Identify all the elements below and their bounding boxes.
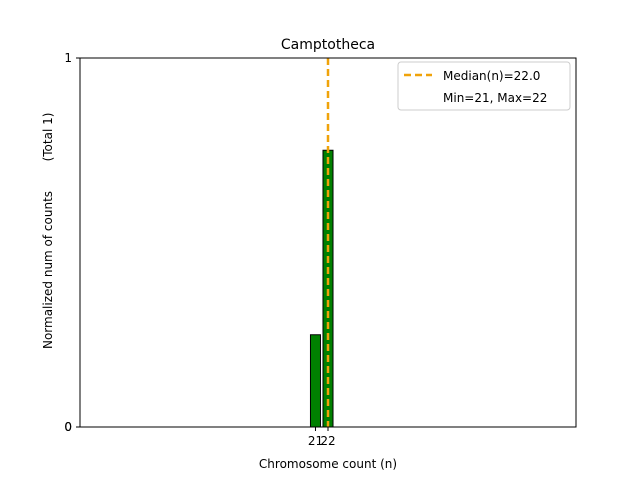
y-tick-label-0: 0 [64,420,72,434]
chart-title: Camptotheca [281,37,375,53]
x-axis-label: Chromosome count (n) [259,457,397,471]
y-axis-ticks: 001 [64,51,80,434]
legend-frame [397,61,571,111]
x-tick-label-21: 21 [308,434,323,448]
y-tick-label-1: 0 [64,420,72,434]
legend-range-label: Min=21, Max=22 [443,91,547,105]
y-axis-label: Normalized num of counts [41,191,55,349]
bar-21 [309,334,321,428]
x-tick-label-22: 22 [320,434,335,448]
legend-median-label: Median(n)=22.0 [443,69,540,83]
y-tick-label-2: 1 [64,51,72,65]
y-axis-label-note: (Total 1) [41,113,55,162]
legend: Median(n)=22.0 Min=21, Max=22 [397,61,571,111]
